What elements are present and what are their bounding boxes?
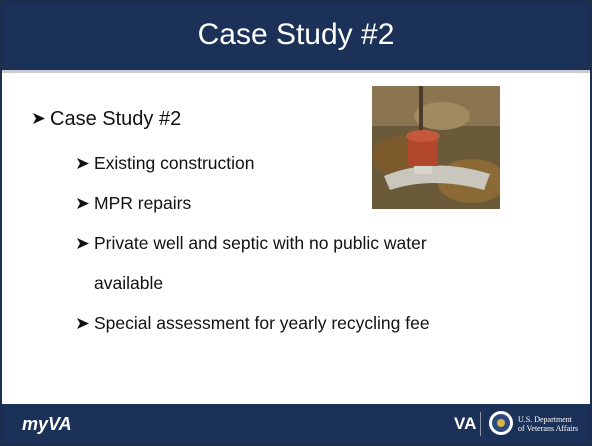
department-line: of Veterans Affairs (518, 424, 578, 433)
bullet-text: Special assessment for yearly recycling … (94, 313, 430, 333)
myva-logo: myVA (22, 414, 72, 435)
bullet-item: Private well and septic with no public w… (22, 223, 494, 303)
bullet-arrow (76, 157, 90, 170)
bullet-text: Case Study #2 (50, 108, 181, 130)
separator (480, 412, 481, 436)
bullet-arrow (76, 197, 90, 210)
bullet-arrow (32, 112, 46, 125)
bullet-arrow (76, 237, 90, 250)
bullet-item: Special assessment for yearly recycling … (22, 303, 494, 343)
va-seal (488, 410, 514, 436)
header: Case Study #2 (2, 2, 590, 73)
va-logo: VA (454, 414, 476, 434)
photo (372, 86, 500, 209)
slide-title: Case Study #2 (2, 18, 590, 52)
page: Case Study #2 Case Study #2 Existing cons… (0, 0, 592, 446)
bullet-text: Existing construction (94, 153, 255, 173)
department-line: U.S. Department (518, 415, 578, 424)
bullet-arrow (76, 317, 90, 330)
slide: Case Study #2 Case Study #2 Existing cons… (0, 0, 592, 446)
bullet-text: MPR repairs (94, 193, 191, 213)
bullet-text: Private well and septic with no public w… (94, 233, 427, 293)
